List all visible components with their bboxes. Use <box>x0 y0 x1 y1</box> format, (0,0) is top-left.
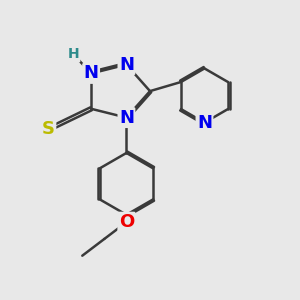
Text: N: N <box>119 109 134 127</box>
Text: N: N <box>197 114 212 132</box>
Text: N: N <box>84 64 99 82</box>
Text: O: O <box>119 213 134 231</box>
Text: H: H <box>68 47 79 61</box>
Text: N: N <box>119 56 134 74</box>
Text: S: S <box>42 120 55 138</box>
